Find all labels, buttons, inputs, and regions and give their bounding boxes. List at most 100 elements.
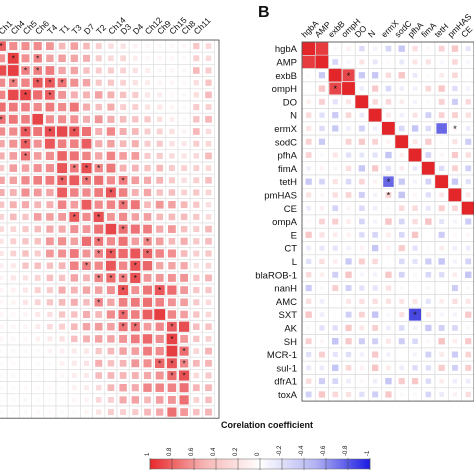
heatmap-cell xyxy=(385,377,392,385)
heatmap-cell xyxy=(332,364,339,372)
heatmap-cell xyxy=(425,365,431,371)
heatmap-cell xyxy=(205,115,212,123)
heatmap-cell xyxy=(0,226,4,232)
heatmap-cell xyxy=(465,218,472,225)
heatmap-cell xyxy=(71,360,77,366)
heatmap-cell xyxy=(452,245,458,251)
heatmap-cell xyxy=(95,43,102,50)
heatmap-cell xyxy=(205,359,212,367)
heatmap-cell xyxy=(306,245,311,251)
significance-star: * xyxy=(36,79,39,88)
heatmap-cell xyxy=(167,407,177,417)
heatmap-cell xyxy=(23,361,28,366)
heatmap-cell xyxy=(82,79,91,87)
heatmap-cell xyxy=(332,59,339,65)
heatmap-cell xyxy=(399,205,405,211)
heatmap-cell xyxy=(69,102,79,112)
heatmap-cell xyxy=(59,323,66,330)
heatmap-cell xyxy=(105,260,116,271)
heatmap-cell xyxy=(346,219,351,224)
heatmap-cell xyxy=(205,152,212,160)
heatmap-cell xyxy=(120,409,127,416)
heatmap-cell xyxy=(156,262,164,270)
heatmap-cell xyxy=(180,201,188,209)
heatmap-cell xyxy=(132,409,139,416)
heatmap-cell xyxy=(332,352,338,358)
heatmap-cell xyxy=(359,45,365,52)
heatmap-cell xyxy=(306,325,311,330)
legend-title: Corelation coefficient xyxy=(221,420,313,430)
heatmap-cell xyxy=(372,99,378,105)
heatmap-cell xyxy=(372,285,378,291)
heatmap-cell xyxy=(45,66,55,75)
significance-star: * xyxy=(183,359,186,368)
heatmap-cell xyxy=(305,112,312,118)
heatmap-cell xyxy=(358,338,365,345)
heatmap-cell xyxy=(180,408,188,416)
heatmap-cell xyxy=(372,138,379,145)
heatmap-cell xyxy=(0,152,5,160)
matrix-border xyxy=(301,41,474,402)
heatmap-cell xyxy=(452,85,458,92)
heatmap-cell xyxy=(70,115,79,124)
heatmap-cell xyxy=(466,59,471,65)
heatmap-cell xyxy=(10,287,16,293)
heatmap-cell xyxy=(385,298,391,304)
heatmap-cell xyxy=(106,151,116,161)
heatmap-cell xyxy=(386,206,391,211)
heatmap-cell xyxy=(372,59,378,65)
heatmap-cell xyxy=(157,80,162,85)
heatmap-cell xyxy=(156,128,163,135)
heatmap-cell xyxy=(166,345,178,357)
heatmap-cell xyxy=(131,128,139,135)
heatmap-cell xyxy=(305,138,312,145)
heatmap-cell xyxy=(118,200,128,210)
heatmap-cell xyxy=(333,312,338,317)
heatmap-cell xyxy=(421,161,435,175)
heatmap-cell xyxy=(157,43,162,49)
heatmap-cell xyxy=(426,232,431,237)
heatmap-cell xyxy=(346,232,351,238)
significance-star: * xyxy=(134,262,137,271)
heatmap-cell xyxy=(193,335,200,343)
heatmap-cell xyxy=(20,138,31,149)
heatmap-cell xyxy=(452,392,458,397)
heatmap-cell xyxy=(157,92,163,98)
heatmap-cell xyxy=(142,297,153,307)
heatmap-cell xyxy=(21,164,30,172)
heatmap-cell xyxy=(302,42,316,56)
legend-tick-label: 1 xyxy=(145,452,151,456)
heatmap-cell xyxy=(0,348,4,354)
heatmap-cell xyxy=(425,192,431,198)
heatmap-cell xyxy=(167,395,176,404)
heatmap-cell xyxy=(94,335,103,343)
heatmap-cell xyxy=(355,95,369,109)
heatmap-cell xyxy=(95,79,102,86)
heatmap-cell xyxy=(47,397,53,403)
heatmap-cell xyxy=(193,311,200,318)
heatmap-cell xyxy=(438,338,445,345)
heatmap-cell xyxy=(319,351,325,358)
heatmap-cell xyxy=(45,90,55,100)
heatmap-cell xyxy=(452,205,458,212)
heatmap-cell xyxy=(425,125,432,132)
row-label: blaROB-1 xyxy=(255,270,297,281)
heatmap-cell xyxy=(47,311,53,318)
heatmap-cell xyxy=(106,273,116,283)
heatmap-cell xyxy=(385,72,392,78)
heatmap-cell xyxy=(58,115,67,124)
heatmap-cell xyxy=(70,54,78,62)
heatmap-cell xyxy=(119,116,127,123)
heatmap-cell xyxy=(156,408,164,416)
heatmap-cell xyxy=(395,135,409,149)
heatmap-cell xyxy=(345,285,352,291)
heatmap-cell xyxy=(83,360,90,366)
color-legend: Corelation coefficient 1 0.8 0.6 0.4 0.2 0 -0.… xyxy=(145,420,371,470)
heatmap-cell xyxy=(359,272,364,277)
heatmap-cell xyxy=(205,177,212,184)
heatmap-cell xyxy=(205,323,212,330)
heatmap-cell xyxy=(318,138,326,145)
heatmap-cell xyxy=(181,104,187,110)
heatmap-cell xyxy=(181,129,187,134)
heatmap-cell xyxy=(11,385,16,390)
